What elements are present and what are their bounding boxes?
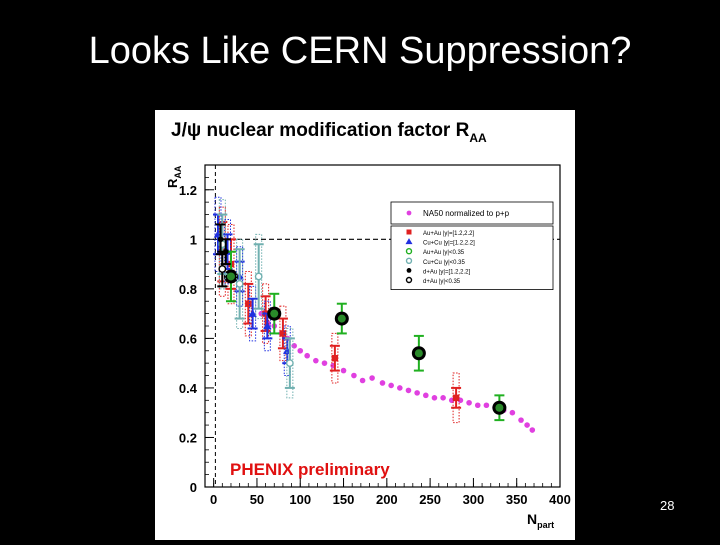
legend-label: Au+Au |y|<0.35 — [423, 250, 465, 256]
legend-marker — [406, 210, 412, 216]
cu-cu-y-0-35-point — [285, 359, 294, 368]
chart-title: J/ψ nuclear modification factor RAA — [171, 120, 487, 145]
legend-marker — [405, 247, 413, 255]
na50-normalized-to-p-p-point — [321, 360, 328, 366]
cu-cu-y-1-2-2-2-syst-band — [249, 285, 257, 342]
na50-normalized-to-p-p-point — [466, 399, 472, 406]
na50-normalized-to-p-p-point — [369, 375, 375, 381]
x-tick-label: 200 — [376, 492, 398, 507]
legend-label: d+Au |y|<0.35 — [423, 279, 461, 285]
y-tick-label: 0 — [190, 480, 197, 495]
na50-normalized-to-p-p-point — [474, 402, 481, 409]
x-axis-label: Npart — [527, 511, 554, 530]
na50-normalized-to-p-p-point — [313, 357, 319, 364]
cu-cu-y-0-35-syst-band — [218, 199, 226, 290]
na50-normalized-to-p-p-point — [340, 367, 347, 374]
na50-normalized-to-p-p-point — [518, 417, 524, 423]
na50-normalized-to-p-p-point — [509, 409, 516, 416]
y-tick-label: 1 — [190, 232, 197, 247]
na50-normalized-to-p-p-point — [351, 372, 357, 379]
cu-cu-y-0-35-syst-band — [236, 238, 244, 329]
cu-cu-y-0-35-point — [254, 272, 263, 281]
y-tick-label: 0.6 — [179, 331, 197, 346]
y-tick-label: 1.2 — [179, 183, 197, 198]
cu-cu-y-1-2-2-2-syst-band — [236, 246, 244, 307]
na50-normalized-to-p-p-point — [304, 352, 310, 359]
legend-marker — [405, 238, 413, 245]
legend-label: Cu+Cu |y|=[1.2,2.2] — [423, 241, 475, 247]
legend-label: NA50 normalized to p+p — [423, 209, 510, 218]
legend-label: Au+Au |y|=[1.2,2.2] — [423, 231, 474, 237]
na50-normalized-to-p-p-point — [397, 385, 403, 391]
na50-normalized-to-p-p-point — [291, 343, 297, 349]
na50-normalized-to-p-p-point — [440, 395, 446, 401]
au-au-y-0-35-point — [226, 272, 235, 281]
y-tick-label: 0.8 — [179, 282, 197, 297]
page-number: 28 — [660, 498, 675, 513]
y-tick-label: 0.2 — [179, 430, 197, 445]
legend-marker — [405, 257, 413, 265]
x-tick-label: 0 — [210, 492, 217, 507]
legend-marker — [406, 229, 412, 235]
d-au-y-0-35-point — [218, 265, 227, 273]
na50-normalized-to-p-p-point — [524, 422, 530, 428]
x-tick-label: 100 — [289, 492, 311, 507]
x-tick-label: 400 — [549, 492, 571, 507]
y-axis-label: RAA — [165, 165, 183, 188]
legend-marker — [406, 268, 412, 273]
cu-cu-y-1-2-2-2-syst-band — [263, 300, 271, 352]
x-tick-label: 250 — [419, 492, 441, 507]
au-au-y-1-2-2-2-point — [279, 330, 287, 337]
au-au-y-1-2-2-2-point — [452, 394, 460, 402]
na50-normalized-to-p-p-point — [422, 392, 429, 399]
raa-chart: J/ψ nuclear modification factor RAA RAA … — [165, 120, 571, 530]
cu-cu-y-1-2-2-2-point — [263, 321, 272, 330]
na50-normalized-to-p-p-point — [297, 347, 304, 354]
na50-normalized-to-p-p-point — [414, 390, 420, 396]
legend-box — [390, 225, 554, 290]
na50-normalized-to-p-p-point — [529, 427, 536, 433]
na50-normalized-to-p-p-point — [431, 395, 438, 401]
na50-normalized-to-p-p-point — [379, 380, 386, 386]
legend-header-box — [390, 201, 554, 225]
au-au-y-1-2-2-2-syst-band — [218, 206, 226, 297]
x-tick-label: 50 — [250, 492, 264, 507]
na50-normalized-to-p-p-point — [388, 382, 394, 389]
plot-panel: J/ψ nuclear modification factor RAA RAA … — [155, 110, 575, 540]
au-au-y-1-2-2-2-point — [245, 300, 252, 307]
d-au-y-1-2-2-2-point — [217, 236, 224, 243]
legend-label: Cu+Cu |y|<0.35 — [423, 260, 465, 266]
slide-title: Looks Like CERN Suppression? — [88, 30, 632, 72]
au-au-y-0-35-point — [414, 349, 423, 358]
legend-label: d+Au |y|=[1.2,2.2] — [423, 269, 470, 275]
legend-marker — [405, 276, 413, 284]
x-tick-label: 150 — [333, 492, 355, 507]
au-au-y-0-35-point — [270, 309, 279, 318]
au-au-y-0-35-point — [495, 403, 504, 412]
au-au-y-1-2-2-2-point — [331, 355, 339, 362]
na50-normalized-to-p-p-point — [359, 377, 366, 384]
y-tick-label: 0.4 — [179, 381, 198, 396]
cu-cu-y-0-35-point — [235, 279, 244, 288]
na50-normalized-to-p-p-point — [483, 402, 490, 409]
au-au-y-0-35-point — [337, 314, 346, 323]
x-tick-label: 300 — [463, 492, 485, 507]
na50-normalized-to-p-p-point — [405, 387, 412, 394]
x-tick-label: 350 — [506, 492, 528, 507]
cu-cu-y-1-2-2-2-point — [248, 309, 257, 317]
phenix-preliminary-label: PHENIX preliminary — [230, 460, 390, 479]
